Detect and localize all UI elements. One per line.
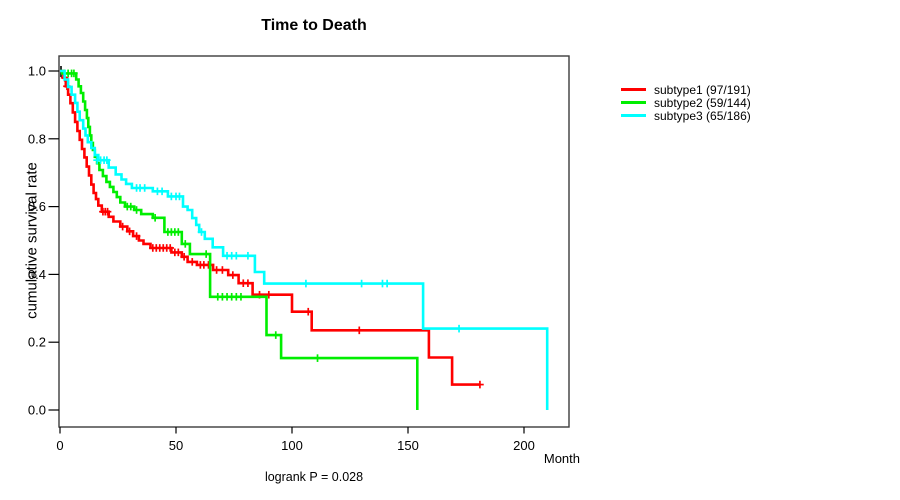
x-tick-label: 150 bbox=[397, 438, 419, 453]
y-tick-label: 0.2 bbox=[28, 335, 46, 350]
legend-label-subtype1: subtype1 (97/191) bbox=[654, 82, 751, 97]
x-tick-label: 200 bbox=[513, 438, 535, 453]
chart-title: Time to Death bbox=[261, 17, 367, 34]
legend-line-subtype2 bbox=[621, 101, 646, 104]
legend: subtype1 (97/191) subtype2 (59/144) subt… bbox=[621, 82, 751, 123]
y-axis-label: cumulative survival rate bbox=[23, 162, 41, 319]
legend-line-subtype1 bbox=[621, 88, 646, 91]
legend-line-subtype3 bbox=[621, 114, 646, 117]
legend-label-subtype2: subtype2 (59/144) bbox=[654, 95, 751, 110]
y-tick-label: 0.4 bbox=[28, 267, 46, 282]
x-tick-label: 100 bbox=[281, 438, 303, 453]
x-tick-label: 50 bbox=[169, 438, 183, 453]
legend-row-subtype2: subtype2 (59/144) bbox=[621, 95, 751, 110]
logrank-annotation: logrank P = 0.028 bbox=[264, 470, 364, 484]
plot-box bbox=[58, 55, 570, 428]
legend-label-subtype3: subtype3 (65/186) bbox=[654, 108, 751, 123]
survival-curve-subtype2 bbox=[60, 69, 419, 410]
y-tick-label: 0.0 bbox=[28, 403, 46, 418]
y-tick-label: 0.6 bbox=[28, 199, 46, 214]
x-axis-label: Month bbox=[543, 451, 580, 466]
y-tick-label: 0.8 bbox=[28, 131, 46, 146]
survival-curve-subtype3 bbox=[60, 69, 549, 410]
x-tick-label: 0 bbox=[56, 438, 63, 453]
legend-row-subtype1: subtype1 (97/191) bbox=[621, 82, 751, 97]
y-tick-label: 1.0 bbox=[28, 64, 46, 79]
legend-row-subtype3: subtype3 (65/186) bbox=[621, 108, 751, 123]
